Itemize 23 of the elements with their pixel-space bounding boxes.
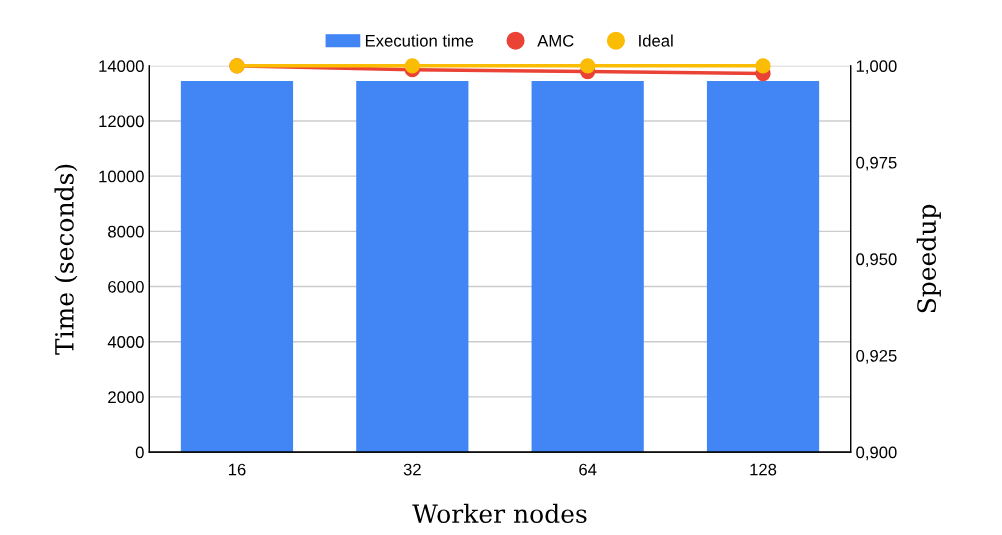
legend-label: AMC: [537, 34, 574, 47]
x-tick-label: 32: [403, 463, 421, 476]
x-tick-label: 128: [750, 463, 777, 476]
y-tick-label: 2000: [108, 391, 144, 404]
x-axis-title: Worker nodes: [412, 503, 587, 524]
y-tick-label: 10000: [99, 170, 144, 183]
y-tick-label: 0: [135, 446, 144, 459]
y-tick-label: 6000: [108, 280, 144, 293]
legend-label: Ideal: [639, 34, 673, 47]
legend-label: Execution time: [365, 34, 474, 47]
y-tick-label: 4000: [107, 336, 144, 348]
y2-tick-label: 0,925: [856, 349, 897, 364]
y2-tick-label: 0,900: [856, 446, 897, 461]
y2-axis-title: Speedup: [916, 204, 941, 313]
y2-tick-label: 0,950: [856, 253, 897, 268]
y2-tick-label: 1,000: [856, 60, 897, 74]
y-tick-label: 12000: [99, 115, 144, 128]
y-axis-title: Time (seconds): [54, 164, 78, 355]
y2-tick-label: 0,975: [856, 156, 897, 171]
y-tick-label: 8000: [108, 225, 144, 238]
y-tick-label: 14000: [99, 60, 144, 73]
x-tick-label: 16: [228, 463, 246, 476]
x-tick-label: 64: [579, 463, 597, 476]
